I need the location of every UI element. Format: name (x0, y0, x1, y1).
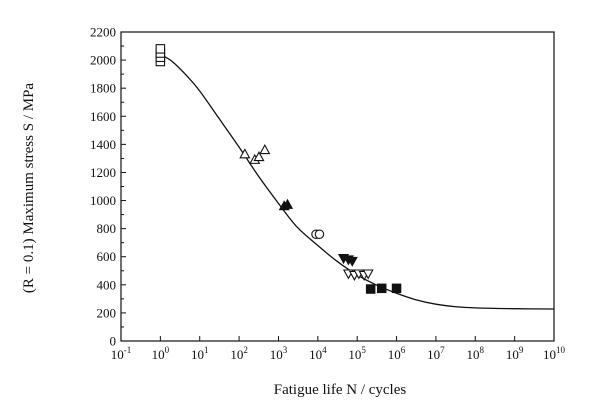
filled-square-marker (376, 283, 387, 294)
x-axis-title: Fatigue life N / cycles (274, 382, 407, 398)
x-tick-label: 107 (427, 345, 445, 362)
curve-layer (160, 53, 555, 310)
y-tick-label: 2200 (90, 25, 116, 40)
x-tick-label: 100 (152, 345, 170, 362)
x-tick-label: 104 (309, 345, 327, 362)
x-tick-label: 101 (191, 345, 209, 362)
open-triangle-up-marker (239, 148, 251, 159)
open-triangle-down-marker (362, 269, 374, 280)
x-tick-label: 1010 (543, 345, 566, 362)
y-tick-label: 200 (97, 305, 117, 320)
x-tick-label: 108 (467, 345, 485, 362)
open-square-marker (155, 44, 166, 54)
y-tick-label: 0 (110, 334, 117, 349)
x-tick-label: 105 (348, 345, 366, 362)
open-triangle-up-marker (253, 151, 265, 162)
x-tick-label: 106 (388, 345, 406, 362)
open-circle-marker (314, 229, 325, 240)
y-tick-label: 2000 (90, 53, 116, 68)
y-tick-label: 1800 (90, 81, 116, 96)
filled-triangle-down-marker (346, 256, 358, 267)
x-tick-label: 10-1 (111, 345, 132, 362)
filled-square-marker (391, 283, 402, 294)
plot-frame (120, 31, 555, 342)
open-triangle-up-marker (259, 144, 271, 155)
fit-curve (160, 53, 555, 310)
filled-triangle-up-marker (281, 198, 294, 209)
y-tick-label: 800 (97, 221, 117, 236)
y-tick-label: 600 (97, 249, 117, 264)
y-tick-label: 1200 (90, 165, 116, 180)
x-tick-label: 103 (270, 345, 288, 362)
x-tick-label: 102 (230, 345, 248, 362)
filled-square-marker (365, 284, 376, 294)
x-tick-label: 109 (506, 345, 524, 362)
marks-layer (155, 44, 402, 294)
y-tick-label: 400 (97, 277, 117, 292)
y-axis-title: (R = 0.1) Maximum stress S / MPa (21, 83, 37, 293)
y-tick-label: 1400 (90, 137, 116, 152)
axes-layer: 0 200 400 600 800 1000 1200 1400 1600 1800 2000 220… (90, 25, 566, 363)
y-tick-label: 1000 (90, 193, 116, 208)
y-tick-label: 1600 (90, 109, 116, 124)
